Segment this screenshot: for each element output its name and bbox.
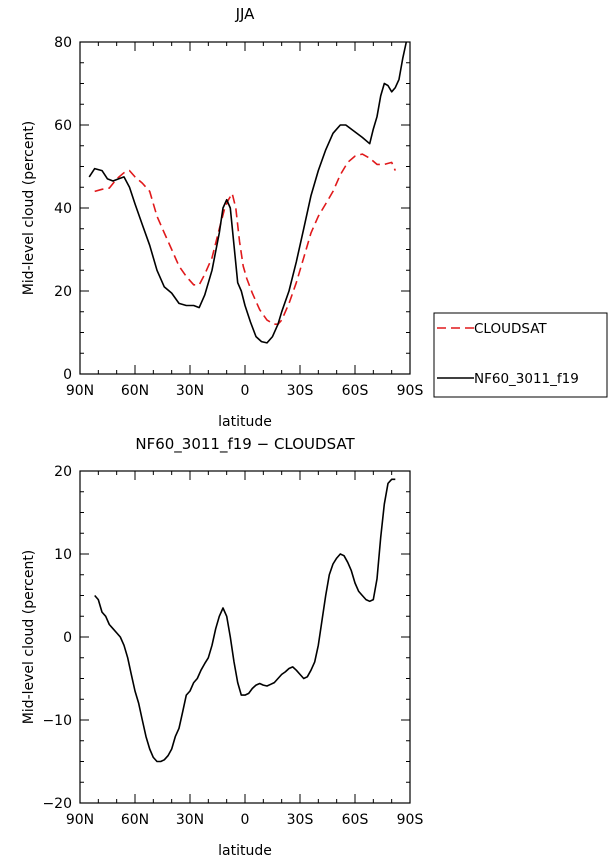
legend-box (433, 312, 608, 398)
legend: CLOUDSAT NF60_3011_f19 (433, 312, 608, 398)
bottom-panel-difference: NF60_3011_f19 − CLOUDSAT 90N 60N 30N 0 30S 60… (21, 435, 423, 859)
bottom-y-tick-label: −10 (42, 713, 72, 729)
top-y-tick-label: 0 (63, 367, 72, 383)
legend-label-nf60-3011-f19: NF60_3011_f19 (474, 371, 579, 387)
top-y-axis-label: Mid-level cloud (percent) (21, 121, 37, 296)
bottom-x-tick-label: 30N (176, 812, 204, 828)
bottom-y-tick-label: 20 (54, 464, 72, 480)
bottom-x-axis-label: latitude (218, 843, 272, 859)
top-x-tick-label: 90N (66, 383, 94, 399)
top-plot-frame (79, 41, 411, 375)
top-chart-title: JJA (235, 5, 256, 23)
bottom-chart-title: NF60_3011_f19 − CLOUDSAT (135, 435, 355, 454)
bottom-plot-frame (79, 470, 411, 804)
top-series-layer (88, 41, 408, 344)
bottom-x-tick-label: 60N (121, 812, 149, 828)
top-y-tick-label: 60 (54, 118, 72, 134)
top-panel-jja: JJA 90N 60N 30N 0 30S 60S 90S 0 20 40 60 80 latitud… (21, 5, 608, 430)
bottom-x-tick-label: 30S (287, 812, 314, 828)
legend-label-cloudsat: CLOUDSAT (474, 321, 547, 337)
top-x-tick-label: 30N (176, 383, 204, 399)
top-x-tick-label: 90S (397, 383, 424, 399)
bottom-x-tick-label: 90S (397, 812, 424, 828)
bottom-x-tick-label: 0 (241, 812, 250, 828)
bottom-series-line-difference (94, 478, 396, 763)
top-series-line-cloudsat (94, 153, 397, 325)
bottom-y-tick-label: −20 (42, 796, 72, 812)
top-axis-ticks: 90N 60N 30N 0 30S 60S 90S 0 20 40 60 80 (54, 35, 423, 399)
top-x-tick-label: 0 (241, 383, 250, 399)
bottom-x-tick-label: 60S (342, 812, 369, 828)
bottom-axis-ticks: 90N 60N 30N 0 30S 60S 90S −20 −10 0 10 20 (42, 464, 423, 828)
top-x-tick-label: 60S (342, 383, 369, 399)
top-y-tick-label: 80 (54, 35, 72, 51)
top-x-tick-label: 60N (121, 383, 149, 399)
top-y-tick-label: 40 (54, 201, 72, 217)
top-series-line-nf60-3011-f19 (88, 41, 408, 344)
bottom-y-axis-label: Mid-level cloud (percent) (21, 550, 37, 725)
top-y-tick-label: 20 (54, 284, 72, 300)
bottom-y-tick-label: 10 (54, 547, 72, 563)
top-x-axis-label: latitude (218, 414, 272, 430)
top-x-tick-label: 30S (287, 383, 314, 399)
bottom-x-tick-label: 90N (66, 812, 94, 828)
bottom-y-tick-label: 0 (63, 630, 72, 646)
bottom-series-layer (94, 478, 396, 763)
